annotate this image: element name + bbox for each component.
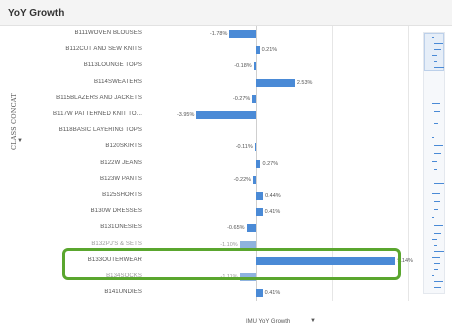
category-label[interactable]: B130W DRESSES — [90, 208, 142, 215]
bar[interactable] — [256, 46, 260, 55]
xaxis-title[interactable]: IMU YoY Growth — [246, 319, 291, 325]
minimap-tick — [434, 43, 443, 44]
bar[interactable] — [252, 94, 257, 103]
category-label[interactable]: B115BLAZERS AND JACKETS — [56, 94, 142, 101]
minimap-tick — [434, 201, 440, 202]
category-label[interactable]: B131ONESIES — [100, 224, 142, 231]
minimap-tick — [434, 287, 441, 288]
bar[interactable] — [256, 78, 295, 87]
value-label: -0.65% — [227, 225, 245, 232]
minimap-tick — [432, 239, 437, 240]
minimap-tick — [434, 225, 443, 226]
minimap-tick — [432, 55, 437, 56]
minimap-tick — [434, 169, 437, 170]
category-label[interactable]: B117W PATTERNED KNIT TO... — [53, 111, 142, 117]
value-label: 0.27% — [262, 160, 279, 167]
minimap-tick — [434, 269, 438, 270]
bar[interactable] — [239, 240, 257, 249]
minimap-tick — [434, 123, 438, 124]
bar[interactable] — [254, 143, 257, 152]
chart-title: YoY Growth — [8, 8, 65, 19]
value-label: -1.10% — [220, 241, 238, 248]
value-label: -0.27% — [232, 95, 251, 102]
value-label: 0.44% — [265, 193, 281, 199]
minimap-tick — [434, 183, 444, 184]
bar[interactable] — [256, 289, 263, 298]
category-label[interactable]: B132PJ'S & SETS — [91, 240, 142, 247]
minimap-tick — [432, 275, 434, 276]
minimap-tick — [434, 61, 437, 62]
value-label: -0.18% — [234, 63, 252, 70]
bar[interactable] — [256, 159, 261, 168]
value-label: 0.41% — [264, 209, 281, 216]
minimap-tick — [434, 233, 441, 234]
chart-minimap[interactable] — [423, 32, 445, 294]
value-label: -0.22% — [233, 176, 252, 183]
value-label: 9.14% — [397, 257, 413, 264]
yaxis-sort-icon[interactable]: ▼ — [17, 138, 23, 144]
minimap-tick — [432, 257, 440, 258]
bar[interactable] — [256, 256, 396, 265]
value-label: -1.78% — [209, 31, 228, 37]
gridline-5 — [332, 26, 334, 301]
value-label: -0.11% — [235, 144, 253, 151]
category-label[interactable]: B123W PANTS — [99, 175, 142, 182]
minimap-tick — [432, 217, 434, 218]
category-label[interactable]: B125SHORTS — [102, 192, 142, 198]
value-label: 0.21% — [261, 47, 278, 54]
minimap-tick — [434, 145, 443, 146]
value-label: 2.53% — [296, 79, 313, 86]
bar[interactable] — [246, 224, 257, 233]
category-label[interactable]: B112CUT AND SEW KNITS — [65, 46, 142, 53]
minimap-tick — [434, 111, 440, 112]
bar[interactable] — [256, 208, 263, 217]
xaxis-sort-icon[interactable]: ▼ — [310, 318, 316, 324]
bar[interactable] — [196, 111, 257, 119]
gridline-10 — [408, 26, 410, 301]
category-label[interactable]: B120SKIRTS — [105, 143, 142, 150]
chart-panel — [0, 26, 452, 334]
category-label[interactable]: B114SWEATERS — [94, 78, 142, 85]
minimap-tick — [434, 281, 443, 282]
category-label[interactable]: B113LOUNGE TOPS — [83, 62, 142, 69]
minimap-tick — [432, 37, 434, 38]
minimap-tick — [432, 161, 437, 162]
minimap-tick — [432, 103, 440, 104]
minimap-tick — [434, 209, 438, 210]
minimap-tick — [432, 137, 434, 138]
minimap-tick — [434, 49, 441, 50]
category-label[interactable]: B122W JEANS — [100, 159, 142, 166]
bar[interactable] — [229, 30, 257, 38]
category-label[interactable]: B111WOVEN BLOUSES — [74, 30, 142, 36]
minimap-tick — [434, 67, 444, 68]
minimap-tick — [434, 251, 444, 252]
category-label[interactable]: B141UNDIES — [104, 289, 142, 296]
value-label: 0.41% — [264, 290, 281, 297]
category-label[interactable]: B134SOCKS — [106, 273, 142, 279]
minimap-thumb[interactable] — [424, 33, 444, 71]
category-label[interactable]: B118BASIC LAYERING TOPS — [58, 127, 142, 134]
bar[interactable] — [253, 62, 257, 71]
yaxis-title[interactable]: CLASS CONCAT — [10, 93, 18, 150]
minimap-tick — [434, 153, 441, 154]
category-label[interactable]: B133OUTERWEAR — [87, 256, 142, 263]
bar[interactable] — [256, 192, 264, 200]
minimap-tick — [434, 263, 440, 264]
minimap-tick — [432, 193, 440, 194]
value-label: -3.95% — [176, 112, 195, 118]
panel-header: YoY Growth — [0, 0, 452, 26]
outerwear-highlight-box — [62, 248, 401, 280]
minimap-tick — [434, 245, 437, 246]
bar[interactable] — [253, 175, 257, 184]
bar-chart: -1.78% 0.21% -0.18% 2.53% -0.27% -3.95% -0.11%… — [177, 26, 416, 301]
